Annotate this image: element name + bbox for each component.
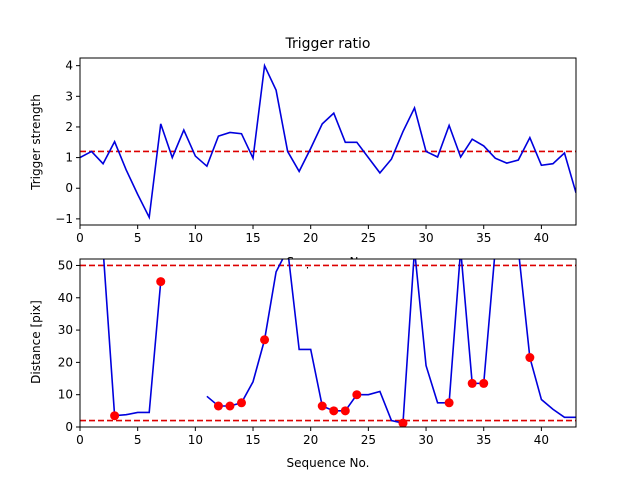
data-point-marker	[213, 401, 223, 411]
threshold-lines-bottom	[80, 264, 576, 422]
plot-frame-top	[79, 57, 577, 226]
y-axis-label-top: Trigger strength	[29, 94, 43, 191]
data-point-marker	[317, 401, 327, 411]
y-axis-label-bottom: Distance [pix]	[29, 300, 43, 384]
x-tick-label: 35	[476, 231, 491, 245]
x-ticks-top: 0 5 10 15 20 25 30 35 40	[76, 225, 549, 245]
y-tick-label: 20	[58, 355, 73, 369]
data-point-marker	[340, 406, 350, 416]
y-tick-label: 50	[58, 258, 73, 272]
x-tick-label: 10	[188, 231, 203, 245]
y-tick-label: −1	[55, 212, 73, 226]
x-tick-label: 20	[303, 231, 318, 245]
series-line	[206, 259, 496, 425]
y-tick-label: 4	[65, 59, 73, 73]
x-tick-label: 15	[245, 231, 260, 245]
series-line	[518, 259, 576, 419]
x-axis-label-bottom: Sequence No.	[287, 456, 370, 470]
y-tick-label: 10	[58, 388, 73, 402]
x-tick-label: 15	[245, 433, 260, 447]
chart-title: Trigger ratio	[284, 36, 370, 52]
data-point-marker	[525, 353, 535, 363]
x-tick-label: 10	[188, 433, 203, 447]
x-tick-label: 25	[361, 433, 376, 447]
data-point-marker	[225, 401, 235, 411]
x-tick-label: 0	[76, 433, 84, 447]
plot-frame-bottom	[79, 258, 577, 428]
distance-panel: Distance [pix] Sequence No. 0 5 10 15 20 25 30…	[29, 258, 577, 470]
series-line	[80, 62, 576, 221]
x-tick-label: 25	[361, 231, 376, 245]
y-tick-label: 0	[65, 420, 73, 434]
x-tick-label: 20	[303, 433, 318, 447]
y-tick-label: 1	[65, 151, 73, 165]
y-tick-label: 40	[58, 291, 73, 305]
x-tick-label: 30	[418, 433, 433, 447]
data-point-marker	[156, 277, 166, 287]
x-tick-label: 5	[134, 231, 142, 245]
x-tick-label: 40	[534, 231, 549, 245]
y-tick-label: 30	[58, 323, 73, 337]
data-point-marker	[444, 398, 454, 408]
markers-bottom	[110, 277, 535, 427]
x-tick-label: 0	[76, 231, 84, 245]
data-point-marker	[236, 398, 246, 408]
data-point-marker	[110, 411, 120, 421]
data-point-marker	[479, 378, 489, 388]
trigger-ratio-panel: Trigger ratio Trigger strength Sequence …	[29, 36, 577, 269]
data-point-marker	[260, 335, 270, 345]
x-ticks-bottom: 0 5 10 15 20 25 30 35 40	[76, 427, 549, 447]
series-top	[80, 62, 576, 221]
series-line	[102, 259, 162, 417]
x-tick-label: 40	[534, 433, 549, 447]
data-point-marker	[467, 378, 477, 388]
y-ticks-top: −1 0 1 2 3 4	[55, 59, 80, 226]
x-tick-label: 30	[418, 231, 433, 245]
x-tick-label: 35	[476, 433, 491, 447]
data-point-marker	[352, 390, 362, 400]
panel-overlap-mask	[80, 259, 576, 267]
y-tick-label: 3	[65, 89, 73, 103]
data-point-marker	[398, 418, 408, 427]
data-point-marker	[329, 406, 339, 416]
y-tick-label: 2	[65, 120, 73, 134]
y-ticks-bottom: 0 10 20 30 40 50	[58, 258, 80, 434]
y-tick-label: 0	[65, 181, 73, 195]
x-tick-label: 5	[134, 433, 142, 447]
series-bottom	[102, 259, 576, 425]
